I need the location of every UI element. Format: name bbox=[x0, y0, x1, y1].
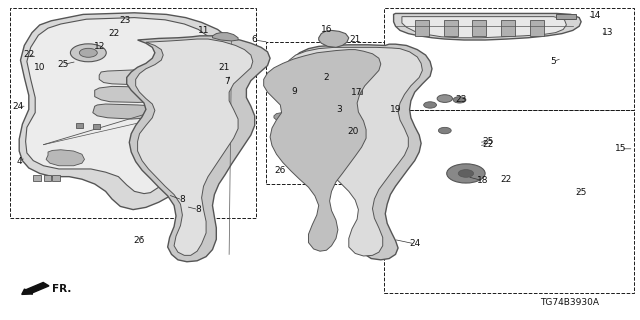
Text: 22: 22 bbox=[482, 140, 493, 149]
Text: 3: 3 bbox=[337, 105, 342, 114]
Text: 4: 4 bbox=[17, 157, 22, 166]
Text: 14: 14 bbox=[589, 12, 601, 20]
Text: 7: 7 bbox=[225, 77, 230, 86]
Bar bbox=[530, 20, 544, 36]
Circle shape bbox=[458, 170, 474, 177]
Text: 22: 22 bbox=[500, 175, 511, 184]
Bar bbox=[33, 175, 41, 181]
Text: 21: 21 bbox=[349, 35, 361, 44]
Text: 9: 9 bbox=[292, 87, 297, 96]
Bar bbox=[556, 14, 576, 19]
Text: 2: 2 bbox=[324, 73, 329, 82]
Circle shape bbox=[447, 164, 485, 183]
Text: 11: 11 bbox=[198, 26, 209, 35]
Circle shape bbox=[328, 107, 338, 112]
Text: 23: 23 bbox=[119, 16, 131, 25]
Text: 19: 19 bbox=[390, 105, 401, 114]
Circle shape bbox=[320, 73, 333, 79]
Text: 20: 20 bbox=[348, 127, 359, 136]
Text: 18: 18 bbox=[477, 176, 489, 185]
Text: TG74B3930A: TG74B3930A bbox=[540, 298, 599, 307]
Text: 25: 25 bbox=[482, 137, 493, 146]
FancyArrow shape bbox=[22, 283, 49, 294]
Text: FR.: FR. bbox=[52, 284, 72, 294]
Polygon shape bbox=[26, 18, 212, 194]
Text: 8: 8 bbox=[180, 196, 185, 204]
Polygon shape bbox=[136, 39, 253, 255]
Polygon shape bbox=[95, 86, 178, 102]
Polygon shape bbox=[46, 150, 84, 166]
Bar bbox=[444, 20, 458, 36]
Bar bbox=[351, 87, 362, 94]
Text: 22: 22 bbox=[108, 29, 120, 38]
Text: 16: 16 bbox=[321, 25, 332, 34]
Polygon shape bbox=[285, 47, 422, 256]
Bar bbox=[342, 106, 356, 113]
Polygon shape bbox=[93, 104, 166, 119]
Text: 6: 6 bbox=[252, 36, 257, 44]
Text: 10: 10 bbox=[34, 63, 45, 72]
Bar bbox=[472, 20, 486, 36]
Polygon shape bbox=[289, 44, 432, 260]
Text: 17: 17 bbox=[351, 88, 363, 97]
Polygon shape bbox=[394, 13, 581, 40]
Text: 25: 25 bbox=[575, 188, 587, 197]
Circle shape bbox=[437, 95, 452, 102]
Polygon shape bbox=[99, 70, 176, 85]
Polygon shape bbox=[402, 17, 566, 38]
Polygon shape bbox=[212, 33, 238, 41]
Text: 23: 23 bbox=[455, 95, 467, 104]
Text: 13: 13 bbox=[602, 28, 614, 37]
Polygon shape bbox=[319, 30, 349, 47]
Polygon shape bbox=[274, 113, 291, 121]
Text: 24: 24 bbox=[12, 102, 24, 111]
Circle shape bbox=[70, 44, 106, 62]
Circle shape bbox=[79, 48, 97, 57]
Bar bbox=[415, 20, 429, 36]
Bar bbox=[501, 20, 515, 36]
Polygon shape bbox=[285, 84, 315, 94]
Bar bbox=[52, 175, 60, 181]
Bar bbox=[76, 123, 83, 128]
Text: 24: 24 bbox=[409, 239, 420, 248]
Text: 21: 21 bbox=[218, 63, 230, 72]
Text: 15: 15 bbox=[615, 144, 627, 153]
Circle shape bbox=[438, 127, 451, 134]
Text: 12: 12 bbox=[93, 42, 105, 51]
Bar bbox=[93, 124, 100, 129]
Text: 26: 26 bbox=[275, 166, 286, 175]
Text: 25: 25 bbox=[57, 60, 68, 69]
Text: 5: 5 bbox=[551, 57, 556, 66]
Polygon shape bbox=[264, 50, 381, 251]
Text: 26: 26 bbox=[134, 236, 145, 245]
Polygon shape bbox=[127, 36, 270, 262]
Polygon shape bbox=[19, 13, 230, 210]
Text: 8: 8 bbox=[196, 205, 201, 214]
Bar bbox=[44, 175, 51, 181]
Circle shape bbox=[453, 97, 466, 103]
Circle shape bbox=[424, 102, 436, 108]
Text: 22: 22 bbox=[23, 50, 35, 59]
